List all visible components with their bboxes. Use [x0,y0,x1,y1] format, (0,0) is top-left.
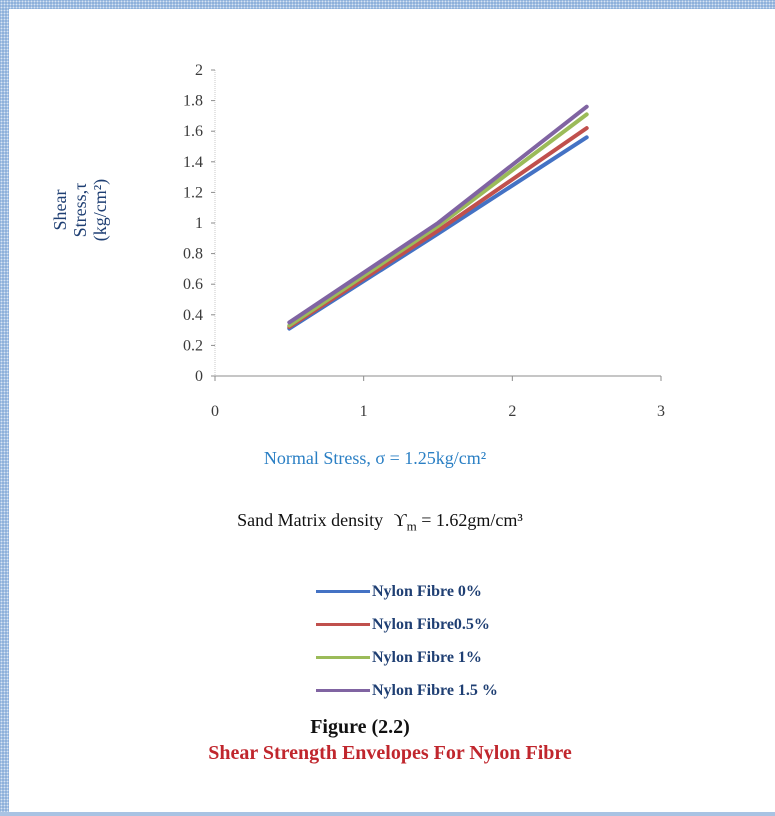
legend-swatch [316,623,370,626]
density-label: Sand Matrix density ϒm = 1.62gm/cm³ [200,510,560,535]
y-tick-label: 0.4 [183,307,203,324]
density-value: = 1.62gm/cm³ [416,510,523,530]
chart-series-lines [287,104,589,331]
chart-tick-labels: 0 0.2 0.4 0.6 0.8 1 1.2 1.4 1.6 1.8 2 0 1 2 3 [183,62,665,420]
y-axis-label-line-1: Shear [50,189,70,231]
x-tick-label: 3 [657,403,665,420]
y-axis-label-line-2: Stress,τ [70,182,90,238]
x-tick-label: 0 [211,403,219,420]
series-line-3 [287,104,589,325]
density-text: Sand Matrix density [237,510,384,530]
legend-label: Nylon Fibre 1% [372,648,482,666]
legend-item-2: Nylon Fibre 1% [316,641,498,674]
figure-title: Shear Strength Envelopes For Nylon Fibre [208,742,572,764]
y-axis-label-line-3: (kg/cm²) [90,178,110,242]
y-tick-label: 1.2 [183,184,203,201]
legend-label: Nylon Fibre 1.5 % [372,681,498,699]
y-tick-label: 1 [195,215,203,232]
series-line-1 [287,126,589,329]
legend-label: Nylon Fibre0.5% [372,615,490,633]
chart-axes [211,69,662,381]
page-border-left [0,0,9,816]
y-tick-label: 2 [195,62,203,79]
x-axis-label: Normal Stress, σ = 1.25kg/cm² [263,448,487,468]
legend-swatch [316,590,370,593]
y-tick-label: 1.6 [183,123,203,140]
y-tick-label: 0.2 [183,337,203,354]
legend-item-1: Nylon Fibre0.5% [316,608,498,641]
chart: 0 0.2 0.4 0.6 0.8 1 1.2 1.4 1.6 1.8 2 0 1 2 3 [183,62,665,420]
legend-swatch [316,656,370,659]
x-tick-label: 2 [508,403,516,420]
y-tick-label: 0.8 [183,246,203,263]
page-border-bottom [0,812,775,816]
legend-item-3: Nylon Fibre 1.5 % [316,674,498,707]
density-symbol: ϒ [393,510,407,530]
legend-item-0: Nylon Fibre 0% [316,575,498,608]
page-border-top [0,0,775,9]
density-subscript: m [406,518,417,534]
series-line-2 [287,112,589,328]
y-tick-label: 0.6 [183,276,203,293]
y-tick-label: 0 [195,368,203,385]
x-tick-label: 1 [360,403,368,420]
legend-label: Nylon Fibre 0% [372,582,482,600]
figure-number: Figure (2.2) [310,716,410,738]
y-axis-label: Shear Stress,τ (kg/cm²) [50,150,130,270]
legend-swatch [316,689,370,692]
y-tick-label: 1.8 [183,93,203,110]
chart-legend: Nylon Fibre 0% Nylon Fibre0.5% Nylon Fibre… [316,575,498,707]
y-tick-label: 1.4 [183,154,203,171]
